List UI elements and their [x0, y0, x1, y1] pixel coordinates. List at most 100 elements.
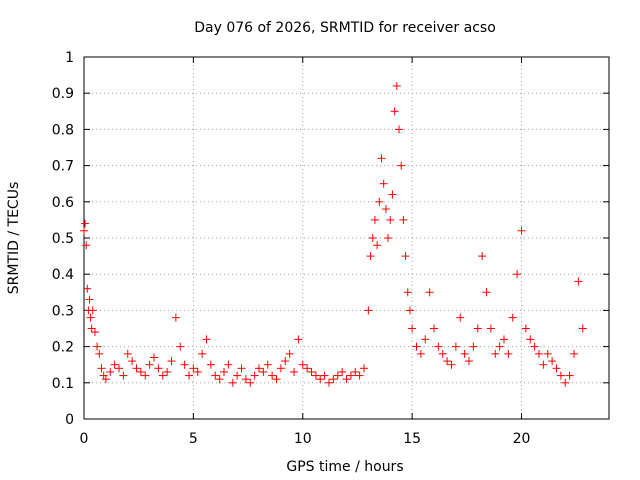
data-point — [185, 371, 193, 380]
data-point — [465, 357, 473, 366]
data-point — [83, 284, 92, 293]
data-point — [237, 364, 246, 373]
data-point — [110, 360, 119, 369]
data-point — [215, 375, 224, 384]
data-point — [500, 335, 508, 344]
data-point — [115, 364, 123, 373]
y-tick-label: 0.4 — [52, 267, 74, 283]
y-tick-label: 0.2 — [52, 340, 74, 356]
data-point — [150, 353, 158, 362]
y-tick-label: 0.6 — [52, 195, 74, 211]
data-point — [473, 324, 482, 333]
data-points — [80, 81, 587, 387]
data-point — [95, 349, 104, 358]
data-point — [86, 313, 95, 322]
data-point — [90, 328, 99, 337]
x-tick-label: 15 — [403, 431, 421, 447]
data-point — [285, 349, 294, 358]
data-point — [397, 161, 406, 170]
chart-title: Day 076 of 2026, SRMTID for receiver acs… — [194, 20, 496, 36]
data-point — [381, 205, 390, 214]
data-point — [333, 371, 342, 380]
data-point — [255, 364, 263, 373]
data-point — [136, 367, 145, 376]
data-point — [548, 357, 557, 366]
data-point — [246, 378, 255, 387]
data-point — [570, 349, 578, 358]
y-tick-label: 0.9 — [52, 86, 74, 102]
y-tick-label: 0.5 — [52, 231, 74, 247]
data-point — [405, 306, 414, 315]
data-point — [438, 349, 447, 358]
data-point — [390, 107, 399, 116]
data-point — [460, 349, 469, 358]
x-tick-label: 10 — [294, 431, 312, 447]
data-point — [106, 367, 115, 376]
data-point — [368, 234, 377, 242]
data-point — [228, 378, 237, 387]
data-point — [128, 357, 137, 366]
y-tick-label: 1 — [65, 50, 74, 66]
data-point — [392, 81, 401, 90]
data-point — [233, 371, 242, 380]
data-point — [241, 375, 250, 384]
data-point — [443, 357, 452, 366]
data-point — [556, 371, 565, 380]
data-point — [408, 324, 417, 333]
data-point — [281, 357, 290, 366]
data-point — [578, 324, 587, 333]
data-point — [132, 364, 141, 373]
data-point — [377, 154, 386, 163]
data-point — [565, 371, 574, 380]
data-point — [535, 349, 543, 358]
data-point — [351, 367, 360, 376]
data-point — [526, 335, 535, 344]
y-axis-label: SRMTID / TECUs — [6, 182, 22, 295]
data-point — [338, 367, 347, 376]
y-tick-label: 0.8 — [52, 122, 74, 138]
x-axis: 0 5 10 15 20 — [80, 57, 531, 447]
data-point — [82, 241, 91, 250]
data-point — [211, 371, 220, 380]
data-point — [395, 125, 403, 134]
data-point — [384, 234, 393, 242]
data-point — [320, 371, 329, 380]
x-tick-label: 0 — [80, 431, 89, 447]
data-point — [574, 277, 583, 286]
data-point — [93, 342, 102, 351]
data-point — [97, 364, 106, 373]
data-point — [482, 288, 491, 297]
data-point — [421, 335, 430, 344]
data-point — [325, 378, 333, 387]
data-point — [478, 252, 487, 261]
data-point — [171, 313, 180, 322]
data-point — [154, 364, 163, 373]
y-tick-label: 0.1 — [52, 376, 74, 392]
data-point — [521, 324, 530, 333]
data-point — [373, 241, 382, 250]
data-point — [491, 349, 500, 358]
data-point — [388, 190, 397, 199]
data-point — [456, 313, 465, 322]
data-point — [163, 367, 172, 376]
x-axis-label: GPS time / hours — [286, 459, 403, 475]
data-point — [530, 342, 539, 351]
data-point — [561, 378, 570, 387]
data-point — [425, 288, 434, 297]
x-tick-label: 20 — [513, 431, 531, 447]
data-point — [158, 371, 167, 380]
data-point — [250, 371, 259, 380]
data-point — [80, 226, 88, 235]
data-point — [85, 295, 94, 304]
data-point — [259, 367, 268, 376]
data-point — [268, 371, 277, 380]
data-point — [276, 364, 285, 373]
data-point — [517, 226, 526, 235]
data-point — [101, 375, 110, 384]
data-point — [386, 215, 395, 224]
data-point — [224, 360, 233, 369]
data-point — [202, 335, 211, 344]
data-point — [307, 367, 316, 376]
data-point — [412, 342, 421, 351]
data-point — [399, 215, 408, 224]
